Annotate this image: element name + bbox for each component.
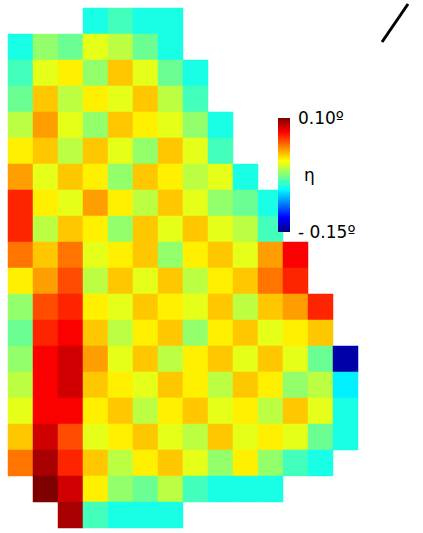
- svg-text:- 0.15º: - 0.15º: [298, 222, 355, 242]
- svg-text:η: η: [304, 165, 315, 185]
- svg-text:0.10º: 0.10º: [298, 108, 344, 128]
